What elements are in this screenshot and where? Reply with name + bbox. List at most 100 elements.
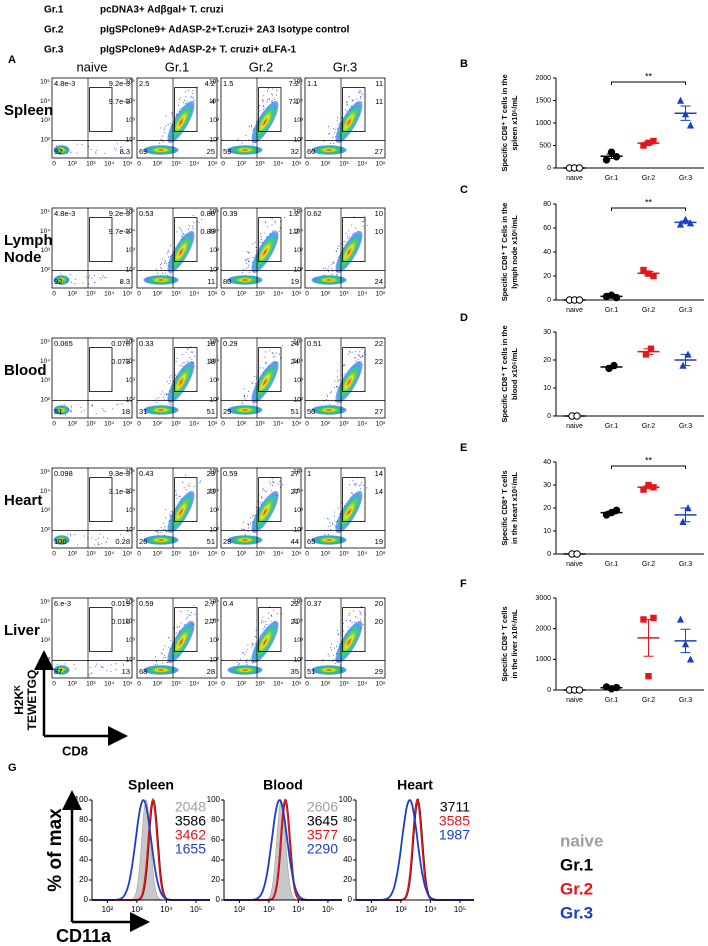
quadrant-value: 32 (291, 147, 299, 156)
density-dot (348, 96, 350, 98)
density-dot (326, 395, 328, 397)
data-point (645, 139, 652, 146)
gate (174, 477, 198, 523)
density-dot (193, 222, 195, 224)
gate (342, 87, 366, 132)
density-dot (272, 88, 274, 90)
gate (89, 477, 113, 523)
x-tick-label: 10⁵ (376, 161, 386, 168)
y-tick-label: 30 (543, 329, 551, 336)
quadrant-value: 59 (223, 147, 231, 156)
quadrant-value: 2.5 (139, 79, 149, 88)
x-tick-label: 10² (237, 551, 247, 558)
density-dot (77, 544, 79, 546)
x-tick-label: Gr.3 (679, 175, 692, 182)
flow-plot: 1.1 11 11 60 27 10⁵ 10⁴ 10³ 10² 0 10² 10³ 10⁴ 10⁵ (293, 77, 386, 168)
x-tick-label: 10² (321, 291, 331, 298)
density-dot (94, 544, 96, 546)
y-tick-label: 10³ (126, 247, 136, 254)
density-cluster (53, 405, 70, 415)
density-dot (339, 122, 341, 124)
y-tick-label: 60 (211, 835, 220, 844)
x-tick-label: naive (566, 561, 583, 568)
y-tick-label: 10⁴ (293, 618, 303, 625)
density-dot (326, 518, 328, 520)
density-dot (120, 146, 122, 148)
density-dot (279, 481, 281, 483)
density-dot (334, 524, 336, 526)
density-dot (360, 90, 362, 92)
density-dot (347, 626, 349, 628)
density-dot (366, 225, 368, 227)
y-tick-label: 20 (543, 505, 551, 512)
density-dot (247, 644, 249, 646)
quadrant-value: 27 (375, 147, 383, 156)
density-cluster (227, 665, 263, 675)
quadrant-value: 44 (291, 537, 299, 546)
density-dot (247, 251, 249, 253)
density-dot (359, 351, 361, 353)
row-label: Heart (4, 492, 43, 509)
density-dot (248, 271, 250, 273)
density-dot (363, 219, 365, 221)
density-dot (265, 222, 267, 224)
legend-entry: Gr.3 (560, 903, 593, 922)
density-dot (360, 614, 362, 616)
x-tick-label: 0 (137, 291, 141, 298)
x-tick-label: 10² (321, 551, 331, 558)
density-dot (169, 403, 171, 405)
mfi-label: 3585 (439, 813, 470, 829)
density-dot (69, 273, 71, 275)
density-dot (56, 663, 58, 665)
density-dot (356, 98, 358, 100)
density-dot (169, 515, 171, 517)
density-dot (192, 215, 194, 217)
density-dot (104, 411, 106, 413)
density-dot (169, 122, 171, 124)
x-tick-label: 10⁴ (357, 291, 367, 298)
density-dot (91, 277, 93, 279)
density-dot (262, 487, 264, 489)
density-dot (330, 392, 332, 394)
density-dot (170, 511, 172, 513)
density-dot (351, 351, 353, 353)
density-dot (71, 405, 73, 407)
density-dot (251, 521, 253, 523)
x-tick-label: 10³ (86, 681, 96, 688)
density-dot (58, 277, 60, 279)
density-dot (170, 375, 172, 377)
density-dot (82, 282, 84, 284)
quadrant-value: 10 (375, 209, 383, 218)
y-tick-label: 10² (126, 656, 136, 663)
density-dot (262, 621, 264, 623)
y-tick-label: 2000 (535, 75, 551, 82)
density-dot (162, 396, 164, 398)
y-tick-label: 10³ (210, 377, 220, 384)
density-cluster (335, 100, 363, 144)
density-dot (183, 362, 185, 364)
y-tick-label: 10³ (294, 117, 304, 124)
density-dot (170, 380, 172, 382)
y-tick-label: 10³ (126, 117, 136, 124)
density-dot (265, 351, 267, 353)
density-dot (244, 394, 246, 396)
density-cluster (227, 535, 263, 545)
quadrant-value: 20 (375, 617, 383, 626)
flow-plot: 0.59 27 27 28 44 10⁵ 10⁴ 10³ 10² 0 10² 10³ 10⁴ 10⁵ (209, 467, 302, 558)
quadrant-value: 0.078 (111, 339, 130, 348)
density-dot (331, 273, 333, 275)
x-tick-label: 10⁵ (454, 905, 466, 914)
x-tick-label: 0 (52, 421, 56, 428)
quadrant-value: 4.2 (205, 79, 215, 88)
density-dot (335, 129, 337, 131)
density-dot (161, 135, 163, 137)
density-dot (333, 127, 335, 129)
significance-label: ** (645, 455, 653, 465)
density-dot (247, 395, 249, 397)
x-tick-label: 10³ (339, 161, 349, 168)
x-tick-label: Gr.2 (642, 561, 655, 568)
density-dot (164, 526, 166, 528)
density-dot (179, 99, 181, 101)
density-dot (246, 662, 248, 664)
density-dot (159, 127, 161, 129)
